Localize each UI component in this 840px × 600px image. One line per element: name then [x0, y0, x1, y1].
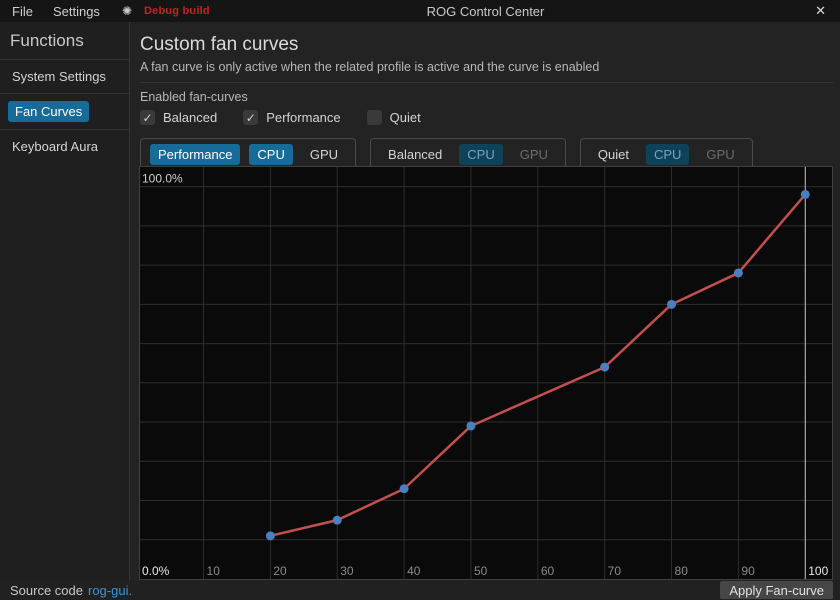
tab-balanced-gpu[interactable]: GPU: [512, 144, 556, 165]
sidebar: Functions System Settings Fan Curves Key…: [0, 22, 130, 580]
page-subtitle: A fan curve is only active when the rela…: [140, 60, 600, 74]
checkbox-balanced[interactable]: ✓ Balanced: [140, 110, 217, 125]
x-tick-label: 50: [474, 564, 488, 578]
y-min-label: 0.0%: [142, 564, 170, 578]
menu-settings[interactable]: Settings: [52, 3, 100, 19]
x-tick-label: 80: [675, 564, 689, 578]
debug-build-label: Debug build: [144, 5, 210, 17]
main-content: Custom fan curves A fan curve is only ac…: [131, 22, 840, 580]
apply-fan-curve-button[interactable]: Apply Fan-curve: [720, 581, 833, 599]
x-tick-label: 90: [741, 564, 755, 578]
x-tick-label: 20: [273, 564, 287, 578]
checkbox-performance[interactable]: ✓ Performance: [243, 110, 341, 125]
enabled-checkbox-row: ✓ Balanced ✓ Performance ✓ Quiet: [140, 110, 833, 125]
tab-performance-cpu[interactable]: CPU: [249, 144, 293, 165]
sidebar-heading: Functions: [10, 31, 84, 50]
tab-balanced-cpu[interactable]: CPU: [459, 144, 503, 165]
y-max-label: 100.0%: [142, 172, 183, 186]
sidebar-item-keyboard-aura[interactable]: Keyboard Aura: [12, 139, 99, 154]
x-tick-label: 70: [608, 564, 622, 578]
menu-file[interactable]: File: [12, 3, 33, 19]
fan-curve-point[interactable]: [466, 421, 476, 431]
sidebar-item-system-settings[interactable]: System Settings: [12, 69, 106, 84]
fan-curve-line: [270, 193, 807, 538]
x-tick-label: 40: [407, 564, 421, 578]
sidebar-item-fan-curves[interactable]: Fan Curves: [0, 94, 129, 129]
fan-curve-point[interactable]: [733, 268, 743, 278]
profile-tab-groups: Performance CPU GPU Balanced CPU GPU Qui…: [140, 138, 833, 171]
statusbar: Source code rog-gui. Apply Fan-curve: [0, 580, 840, 600]
checkbox-box[interactable]: ✓: [140, 110, 155, 125]
x-tick-label: 60: [541, 564, 555, 578]
tab-balanced[interactable]: Balanced: [380, 144, 450, 165]
fan-curve-point[interactable]: [800, 189, 810, 199]
tab-quiet-cpu[interactable]: CPU: [645, 144, 690, 165]
x-tick-label: 30: [340, 564, 354, 578]
group-balanced: Balanced CPU GPU: [370, 138, 566, 171]
x-tick-label: 100: [808, 564, 828, 578]
enabled-fan-curves-label: Enabled fan-curves: [140, 90, 248, 104]
checkbox-performance-label: Performance: [266, 110, 341, 125]
check-icon: ✓: [245, 110, 256, 125]
page-title: Custom fan curves: [140, 34, 299, 55]
checkbox-quiet-label: Quiet: [389, 110, 421, 125]
divider: [140, 82, 833, 83]
checkbox-box[interactable]: ✓: [366, 110, 382, 125]
source-code-text: Source code: [10, 582, 83, 598]
source-code-link[interactable]: rog-gui.: [88, 582, 133, 598]
tab-quiet[interactable]: Quiet: [590, 144, 637, 165]
checkbox-box[interactable]: ✓: [243, 110, 259, 125]
divider: [0, 129, 129, 130]
tab-performance[interactable]: Performance: [150, 144, 241, 165]
fan-curve-point[interactable]: [600, 362, 610, 372]
fan-curve-point[interactable]: [265, 531, 275, 541]
fan-curve-plot[interactable]: 10 20 30 40 50 60 70 80 90 100 100.0% 0.0%: [139, 166, 833, 580]
check-icon: ✓: [142, 110, 153, 125]
fan-curve-point[interactable]: [332, 515, 342, 525]
group-quiet: Quiet CPU GPU: [579, 138, 753, 171]
fan-curve-point[interactable]: [399, 484, 409, 494]
fan-curve-plot-canvas[interactable]: 10 20 30 40 50 60 70 80 90 100 100.0% 0.0%: [140, 167, 832, 579]
tab-quiet-gpu[interactable]: GPU: [698, 144, 742, 165]
group-performance: Performance CPU GPU: [140, 138, 357, 171]
window-title: ROG Control Center: [426, 3, 545, 19]
fan-curve-point[interactable]: [667, 299, 677, 309]
theme-toggle-icon[interactable]: ✺: [121, 4, 132, 18]
close-icon[interactable]: ✕: [815, 3, 826, 18]
divider: [0, 59, 129, 60]
divider: [0, 93, 129, 94]
sidebar-item-fan-curves-label[interactable]: Fan Curves: [8, 101, 90, 122]
x-tick-label: 10: [207, 564, 221, 578]
source-code-note: Source code rog-gui.: [0, 583, 132, 598]
tab-performance-gpu[interactable]: GPU: [302, 144, 346, 165]
titlebar: File Settings ✺ Debug build ROG Control …: [0, 0, 840, 22]
checkbox-quiet[interactable]: ✓ Quiet: [366, 110, 421, 125]
checkbox-balanced-label: Balanced: [163, 110, 218, 125]
